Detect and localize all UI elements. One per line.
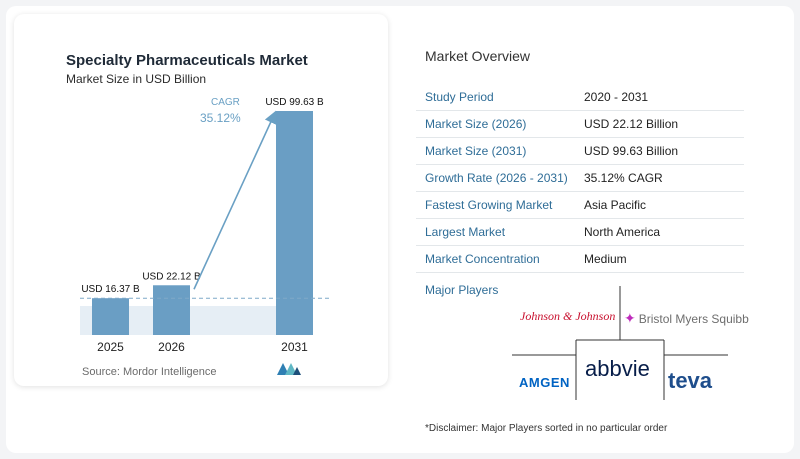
- bristol-myers-squibb-logo: ✦ Bristol Myers Squibb: [624, 310, 749, 327]
- row-label: Market Concentration: [425, 252, 540, 266]
- overview-row: Market Concentration Medium: [416, 246, 744, 273]
- row-value: USD 99.63 Billion: [584, 144, 679, 158]
- row-value: USD 22.12 Billion: [584, 117, 679, 131]
- row-value: 35.12% CAGR: [584, 171, 663, 185]
- overview-table: Study Period 2020 - 2031 Market Size (202…: [416, 84, 744, 273]
- cagr-value: 35.12%: [200, 111, 241, 125]
- bar-2025: [92, 298, 129, 335]
- bar-2031: [276, 111, 313, 335]
- row-label: Largest Market: [425, 225, 506, 239]
- overview-row: Fastest Growing Market Asia Pacific: [416, 192, 744, 219]
- x-tick-2026: 2026: [158, 340, 185, 354]
- source-note: Source: Mordor Intelligence: [82, 366, 217, 378]
- overview-row: Market Size (2026) USD 22.12 Billion: [416, 111, 744, 138]
- bar-chart: USD 16.37 B 2025 USD 22.12 B 2026 USD 99.63 …: [80, 97, 330, 354]
- row-value: 2020 - 2031: [584, 90, 649, 104]
- x-tick-2031: 2031: [281, 340, 308, 354]
- row-label: Growth Rate (2026 - 2031): [425, 171, 568, 185]
- overview-row: Study Period 2020 - 2031: [416, 84, 744, 111]
- row-label: Fastest Growing Market: [425, 198, 553, 212]
- row-value: North America: [584, 225, 661, 239]
- row-value: Medium: [584, 252, 627, 266]
- mordor-logo-icon: [277, 363, 301, 375]
- data-label-2026: USD 22.12 B: [142, 271, 201, 282]
- disclaimer: *Disclaimer: Major Players sorted in no …: [425, 423, 668, 434]
- teva-logo: teva: [668, 368, 713, 393]
- johnson-johnson-logo: Johnson & Johnson: [520, 309, 616, 323]
- row-label: Market Size (2031): [425, 144, 527, 158]
- data-label-2025: USD 16.37 B: [81, 284, 140, 295]
- overview-row: Growth Rate (2026 - 2031) 35.12% CAGR: [416, 165, 744, 192]
- bar-2026: [153, 285, 190, 335]
- row-value: Asia Pacific: [584, 198, 647, 212]
- cagr-label: CAGR: [211, 97, 240, 108]
- overview-row: Market Size (2031) USD 99.63 Billion: [416, 138, 744, 165]
- data-label-2031: USD 99.63 B: [265, 97, 324, 108]
- overview-title: Market Overview: [425, 48, 531, 64]
- abbvie-logo: abbvie: [585, 356, 650, 381]
- bms-logo-text: Bristol Myers Squibb: [638, 311, 749, 326]
- row-label: Market Size (2026): [425, 117, 527, 131]
- amgen-logo: AMGEN: [519, 375, 570, 390]
- overview-row: Largest Market North America: [416, 219, 744, 246]
- chart-title: Specialty Pharmaceuticals Market: [66, 52, 308, 69]
- x-tick-2025: 2025: [97, 340, 124, 354]
- players-title: Major Players: [425, 283, 499, 297]
- chart-subtitle: Market Size in USD Billion: [66, 72, 207, 86]
- cagr-arrow: [193, 110, 277, 290]
- bms-mark-icon: ✦: [624, 310, 636, 326]
- row-label: Study Period: [425, 90, 494, 104]
